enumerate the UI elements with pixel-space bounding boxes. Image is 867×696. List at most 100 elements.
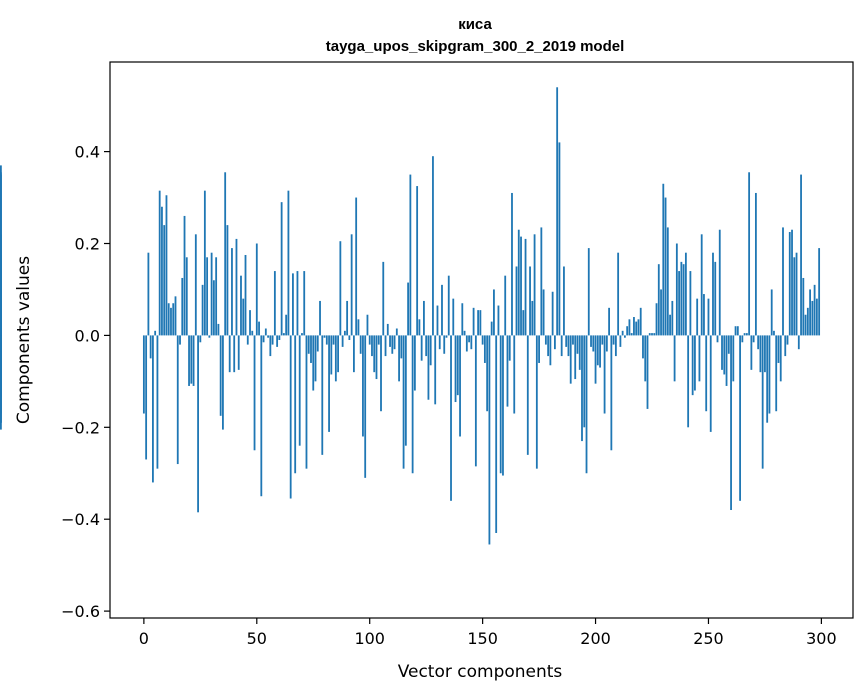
bar bbox=[754, 192, 757, 336]
bar bbox=[596, 335, 599, 366]
bar bbox=[316, 335, 319, 352]
bar bbox=[447, 275, 450, 336]
bar bbox=[499, 335, 502, 474]
bars-group bbox=[0, 87, 821, 545]
bar bbox=[511, 192, 513, 336]
bar bbox=[145, 335, 148, 460]
bar bbox=[574, 335, 577, 380]
bar bbox=[621, 330, 624, 336]
bar bbox=[773, 330, 775, 336]
bar bbox=[355, 197, 358, 336]
bar bbox=[644, 335, 647, 382]
bar bbox=[391, 335, 394, 354]
bar bbox=[154, 330, 157, 336]
bar bbox=[285, 314, 288, 336]
bar bbox=[673, 335, 676, 382]
bar bbox=[725, 335, 728, 386]
bar bbox=[377, 335, 380, 345]
bar bbox=[542, 289, 545, 336]
bar bbox=[251, 330, 254, 336]
bar bbox=[610, 335, 613, 451]
bar bbox=[601, 335, 604, 345]
x-tick-label: 100 bbox=[354, 629, 385, 648]
bar bbox=[280, 202, 283, 336]
bar bbox=[152, 335, 154, 483]
bar bbox=[741, 335, 744, 343]
bar bbox=[657, 264, 660, 336]
bar bbox=[420, 335, 423, 361]
y-tick-label: 0.0 bbox=[75, 326, 100, 345]
bar bbox=[703, 294, 705, 336]
bar bbox=[779, 335, 782, 382]
bar bbox=[712, 252, 714, 336]
bar bbox=[551, 291, 554, 336]
bar bbox=[544, 335, 547, 345]
bar bbox=[531, 300, 534, 336]
bar bbox=[212, 280, 215, 336]
bar bbox=[203, 190, 206, 336]
bar bbox=[262, 335, 265, 343]
bar bbox=[215, 257, 218, 336]
bar bbox=[436, 305, 439, 336]
bar bbox=[0, 174, 2, 336]
y-tick-label: 0.4 bbox=[75, 143, 100, 162]
bar bbox=[208, 335, 211, 338]
bar bbox=[472, 307, 475, 336]
bar bbox=[188, 335, 190, 386]
bar bbox=[192, 335, 195, 386]
bar bbox=[456, 335, 459, 396]
bar bbox=[587, 248, 590, 336]
bar bbox=[321, 335, 324, 455]
bar bbox=[809, 289, 811, 336]
x-tick-label: 0 bbox=[139, 629, 149, 648]
bar bbox=[298, 335, 301, 446]
bar bbox=[605, 335, 608, 352]
bar bbox=[483, 335, 486, 363]
bar bbox=[310, 335, 312, 363]
bar bbox=[811, 300, 814, 336]
bar bbox=[400, 335, 403, 359]
bar bbox=[353, 335, 355, 373]
bar bbox=[648, 333, 651, 336]
bar bbox=[535, 335, 538, 469]
bar bbox=[395, 328, 398, 336]
bar bbox=[468, 335, 470, 343]
bar bbox=[553, 335, 556, 350]
bar bbox=[477, 310, 480, 336]
bar bbox=[734, 326, 737, 336]
bar bbox=[664, 197, 667, 336]
bar bbox=[432, 156, 434, 336]
bar bbox=[292, 273, 294, 336]
bar bbox=[242, 298, 245, 336]
bar bbox=[398, 335, 400, 382]
bar bbox=[540, 227, 543, 336]
bar bbox=[680, 261, 683, 336]
bar bbox=[581, 335, 583, 442]
bar bbox=[716, 335, 719, 343]
bar bbox=[585, 335, 588, 474]
bar bbox=[569, 335, 572, 384]
bar bbox=[508, 335, 511, 361]
bar bbox=[156, 335, 159, 469]
bar bbox=[264, 328, 267, 336]
bar bbox=[572, 335, 574, 345]
bar bbox=[793, 257, 796, 336]
bar bbox=[524, 238, 527, 336]
bar bbox=[165, 195, 168, 336]
bar bbox=[608, 307, 610, 336]
y-tick-label: −0.2 bbox=[61, 418, 100, 437]
bar bbox=[506, 335, 509, 407]
bar bbox=[727, 335, 730, 354]
bar bbox=[700, 234, 703, 336]
bar bbox=[815, 298, 818, 336]
bar bbox=[612, 335, 615, 345]
bar bbox=[813, 284, 816, 336]
bar bbox=[332, 335, 335, 345]
bar bbox=[558, 142, 561, 336]
x-tick-label: 50 bbox=[247, 629, 267, 648]
bar bbox=[382, 261, 385, 336]
bar bbox=[504, 275, 507, 336]
bar bbox=[323, 335, 326, 338]
bar bbox=[721, 335, 723, 370]
